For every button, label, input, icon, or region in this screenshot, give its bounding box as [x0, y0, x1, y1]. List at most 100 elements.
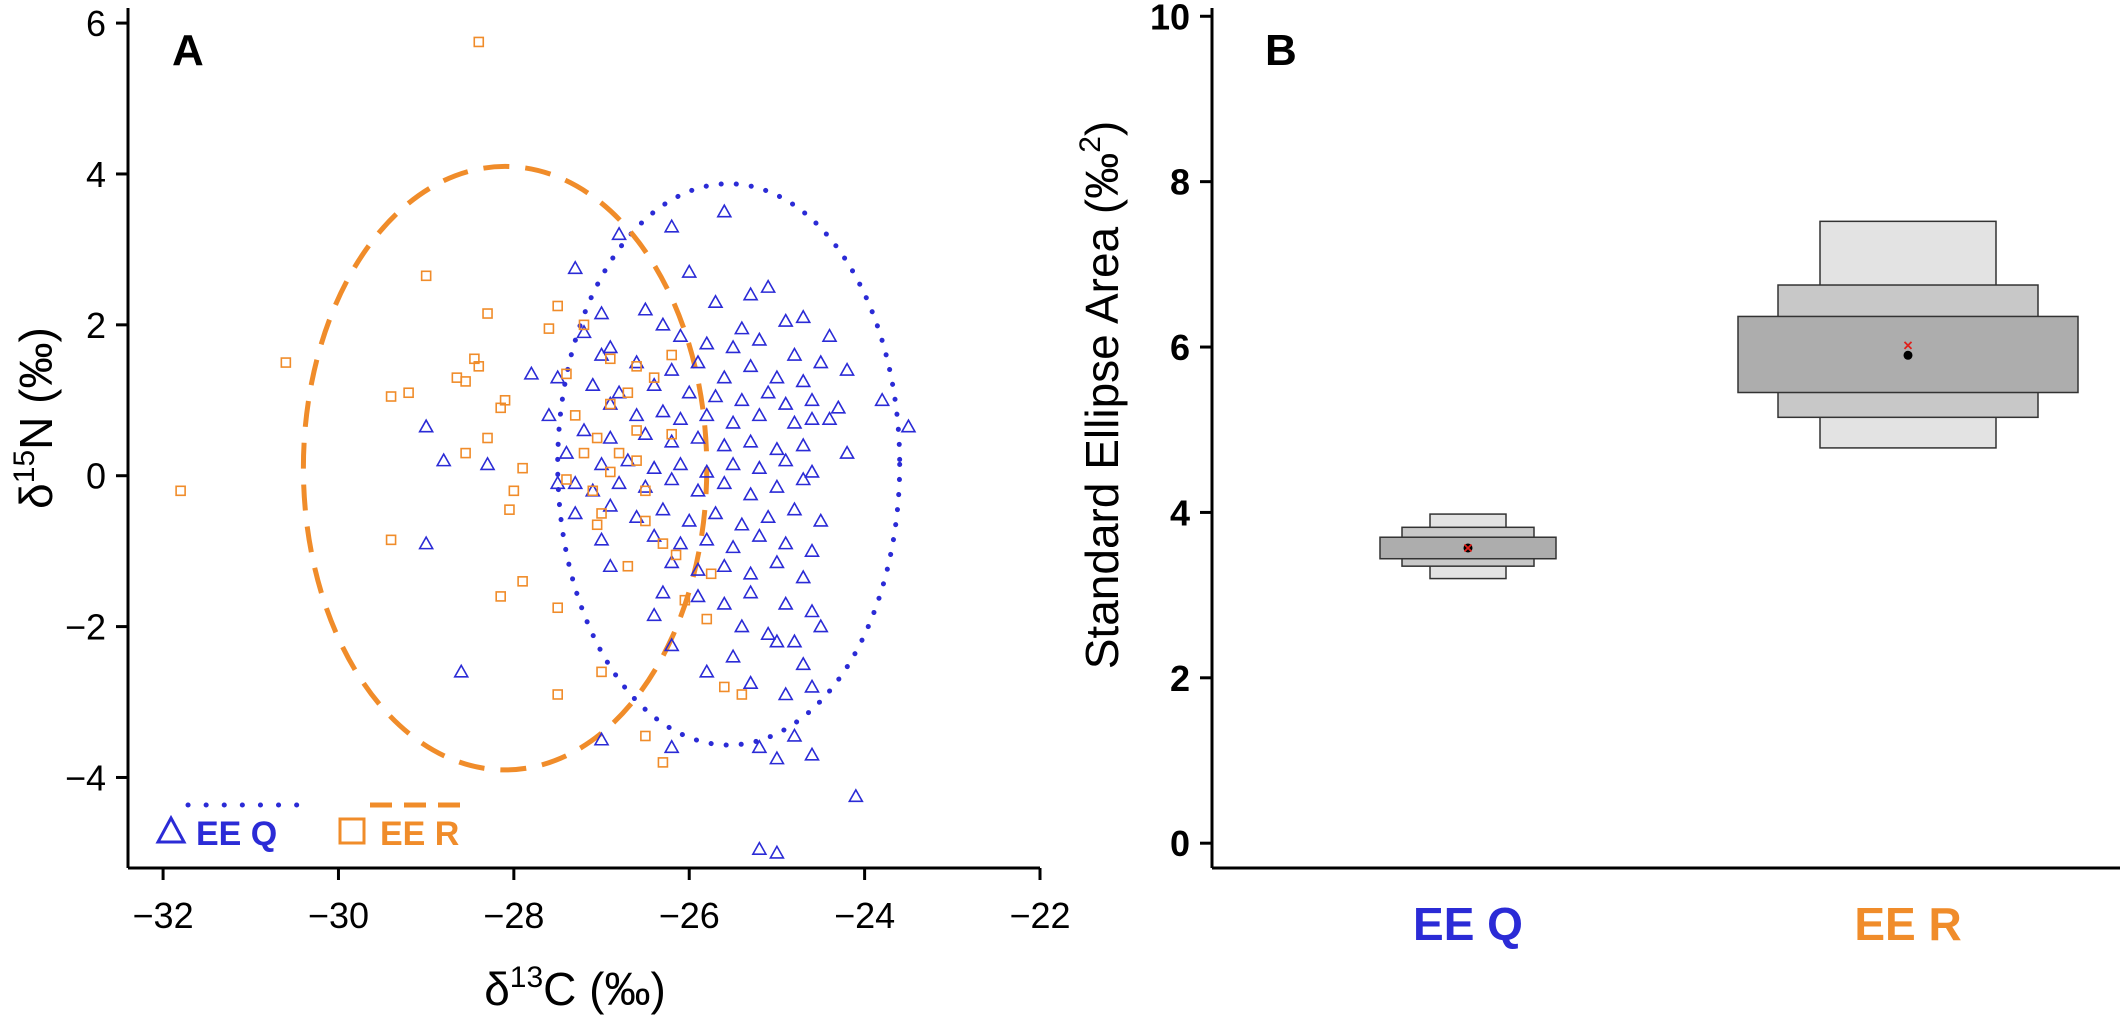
- point-ee-q: [812, 354, 829, 369]
- y-axis-label-delta: δ: [10, 483, 62, 509]
- point-ee-q: [549, 475, 566, 490]
- point-ee-q: [760, 626, 777, 640]
- point-ee-q: [847, 788, 864, 803]
- point-ee-q: [742, 433, 759, 448]
- point-ee-r: [640, 485, 651, 497]
- point-ee-r: [622, 387, 634, 399]
- point-ee-q: [777, 686, 794, 701]
- point-ee-q: [839, 444, 855, 459]
- point-ee-q: [795, 471, 812, 486]
- point-ee-q: [611, 475, 627, 490]
- point-ee-q: [418, 535, 435, 550]
- point-ee-r: [596, 508, 607, 519]
- point-ee-r: [666, 428, 677, 440]
- point-ee-r: [460, 376, 471, 387]
- point-ee-r: [657, 757, 669, 768]
- mode-point: [1903, 350, 1913, 360]
- point-ee-r: [657, 538, 669, 549]
- point-ee-q: [690, 482, 706, 497]
- point-ee-q: [760, 509, 777, 524]
- point-ee-r: [648, 372, 660, 383]
- panel-b-label: B: [1265, 26, 1297, 75]
- point-ee-r: [596, 666, 607, 678]
- point-ee-q: [628, 509, 645, 524]
- point-ee-r: [640, 730, 651, 742]
- point-ee-q: [751, 407, 768, 422]
- point-ee-r: [473, 361, 485, 372]
- point-ee-q: [672, 535, 689, 550]
- point-ee-q: [435, 452, 452, 467]
- y-tick-label: 10: [1150, 0, 1190, 37]
- point-ee-q: [786, 346, 803, 361]
- legend-ee-q-label: EE Q: [196, 815, 277, 853]
- category-label: EE Q: [1413, 898, 1523, 950]
- point-ee-q: [769, 750, 785, 765]
- point-ee-q: [646, 460, 663, 474]
- category-label: EE R: [1854, 898, 1961, 950]
- point-ee-r: [631, 361, 642, 372]
- legend-square-icon: [338, 817, 366, 845]
- panel-b-y-axis-label-text: Standard Ellipse Area (‰: [1076, 153, 1128, 670]
- point-ee-q: [698, 407, 715, 422]
- panel-a-label: A: [172, 26, 204, 75]
- point-ee-r: [403, 387, 414, 399]
- point-ee-q: [716, 558, 733, 573]
- point-ee-q: [611, 226, 627, 241]
- point-ee-r: [679, 594, 691, 606]
- point-ee-q: [821, 328, 838, 342]
- point-ee-q: [760, 278, 777, 293]
- x-tick-label: −30: [308, 895, 369, 936]
- point-ee-q: [804, 603, 820, 618]
- point-ee-q: [663, 218, 680, 233]
- y-tick-label: 8: [1170, 162, 1190, 203]
- point-ee-q: [593, 731, 610, 746]
- point-ee-q: [453, 663, 470, 678]
- point-ee-r: [460, 447, 471, 459]
- point-ee-q: [742, 486, 759, 501]
- point-ee-q: [725, 414, 741, 429]
- point-ee-q: [576, 422, 592, 437]
- point-ee-q: [777, 535, 794, 550]
- point-ee-q: [769, 554, 785, 569]
- point-ee-r: [666, 349, 677, 361]
- y-tick-label: 6: [86, 3, 106, 44]
- point-ee-r: [640, 515, 651, 527]
- point-ee-q: [558, 444, 575, 459]
- point-ee-q: [769, 633, 785, 648]
- x-tick-label: −24: [834, 895, 895, 936]
- y-tick-label: −4: [65, 757, 106, 798]
- point-ee-q: [523, 365, 540, 380]
- point-ee-q: [602, 339, 619, 354]
- point-ee-q: [549, 369, 566, 384]
- y-tick-label: 0: [1170, 823, 1190, 864]
- y-tick-label: −2: [65, 607, 106, 648]
- point-ee-q: [733, 392, 750, 407]
- point-ee-q: [628, 407, 645, 422]
- point-ee-q: [567, 505, 584, 520]
- point-ee-q: [874, 392, 891, 407]
- point-ee-q: [821, 411, 838, 425]
- point-ee-q: [751, 739, 768, 754]
- point-ee-q: [663, 433, 680, 448]
- point-ee-q: [646, 607, 663, 622]
- point-ee-q: [637, 426, 654, 441]
- point-ee-r: [569, 410, 581, 421]
- sea-c-marker: [1463, 543, 1473, 553]
- x-tick-label: −28: [483, 895, 544, 936]
- legend-ee-r-label: EE R: [380, 815, 459, 853]
- point-ee-q: [698, 531, 715, 546]
- point-ee-q: [646, 527, 663, 542]
- point-ee-r: [451, 372, 463, 383]
- point-ee-q: [795, 569, 812, 584]
- point-ee-r: [605, 353, 616, 365]
- point-ee-q: [733, 516, 750, 531]
- point-ee-q: [611, 384, 627, 399]
- point-ee-r: [701, 613, 713, 625]
- point-ee-q: [733, 320, 750, 335]
- point-ee-q: [716, 203, 733, 218]
- panel-a-points: [175, 36, 917, 859]
- point-ee-q: [716, 437, 733, 452]
- point-ee-q: [593, 305, 610, 320]
- point-ee-q: [567, 260, 584, 275]
